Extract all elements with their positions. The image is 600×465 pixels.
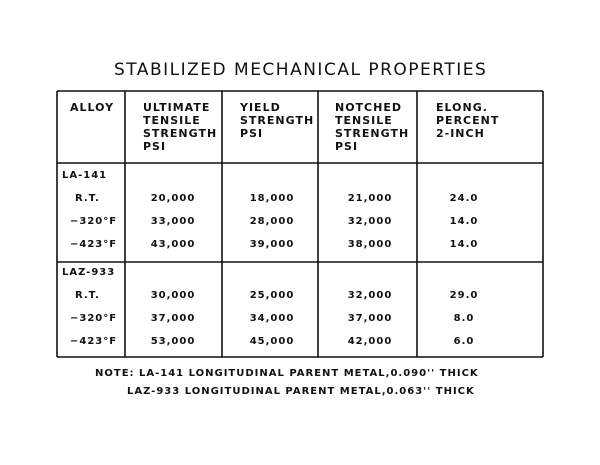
- cell: 42,000: [347, 336, 393, 347]
- cell: 37,000: [150, 313, 196, 324]
- cell: 53,000: [150, 336, 196, 347]
- condition-label: −320°F: [70, 216, 118, 227]
- cell: 6.0: [453, 336, 475, 347]
- column-header: ALLOY: [70, 101, 115, 114]
- cell: 21,000: [347, 193, 393, 204]
- cell: 33,000: [150, 216, 196, 227]
- condition-label: −423°F: [70, 336, 118, 347]
- cell: 14.0: [449, 216, 479, 227]
- cell: 32,000: [347, 216, 393, 227]
- cell: 20,000: [150, 193, 196, 204]
- cell: 34,000: [249, 313, 295, 324]
- column-header: 2-INCH: [436, 127, 485, 140]
- condition-label: R.T.: [75, 193, 100, 204]
- column-header: STRENGTH: [143, 127, 218, 140]
- group-label: LA-141: [62, 170, 108, 181]
- column-header: STRENGTH: [240, 114, 315, 127]
- cell: 8.0: [453, 313, 475, 324]
- cell: 30,000: [150, 290, 196, 301]
- cell: 43,000: [150, 239, 196, 250]
- column-header: ULTIMATE: [143, 101, 211, 114]
- condition-label: −423°F: [70, 239, 118, 250]
- column-header: PERCENT: [436, 114, 500, 127]
- cell: 39,000: [249, 239, 295, 250]
- cell: 29.0: [449, 290, 479, 301]
- note: LAZ-933 LONGITUDINAL PARENT METAL,0.063'…: [127, 386, 475, 397]
- cell: 37,000: [347, 313, 393, 324]
- column-header: TENSILE: [143, 114, 201, 127]
- cell: 28,000: [249, 216, 295, 227]
- condition-label: −320°F: [70, 313, 118, 324]
- column-header: NOTCHED: [335, 101, 402, 114]
- note: NOTE: LA-141 LONGITUDINAL PARENT METAL,0…: [95, 368, 479, 379]
- column-header: YIELD: [240, 101, 281, 114]
- cell: 38,000: [347, 239, 393, 250]
- cell: 24.0: [449, 193, 479, 204]
- group-label: LAZ-933: [62, 267, 116, 278]
- cell: 18,000: [249, 193, 295, 204]
- cell: 45,000: [249, 336, 295, 347]
- column-header: PSI: [143, 140, 167, 153]
- column-header: ELONG.: [436, 101, 488, 114]
- column-header: TENSILE: [335, 114, 393, 127]
- column-header: STRENGTH: [335, 127, 410, 140]
- cell: 14.0: [449, 239, 479, 250]
- condition-label: R.T.: [75, 290, 100, 301]
- title: STABILIZED MECHANICAL PROPERTIES: [114, 60, 488, 80]
- cell: 25,000: [249, 290, 295, 301]
- column-header: PSI: [240, 127, 264, 140]
- cell: 32,000: [347, 290, 393, 301]
- column-header: PSI: [335, 140, 359, 153]
